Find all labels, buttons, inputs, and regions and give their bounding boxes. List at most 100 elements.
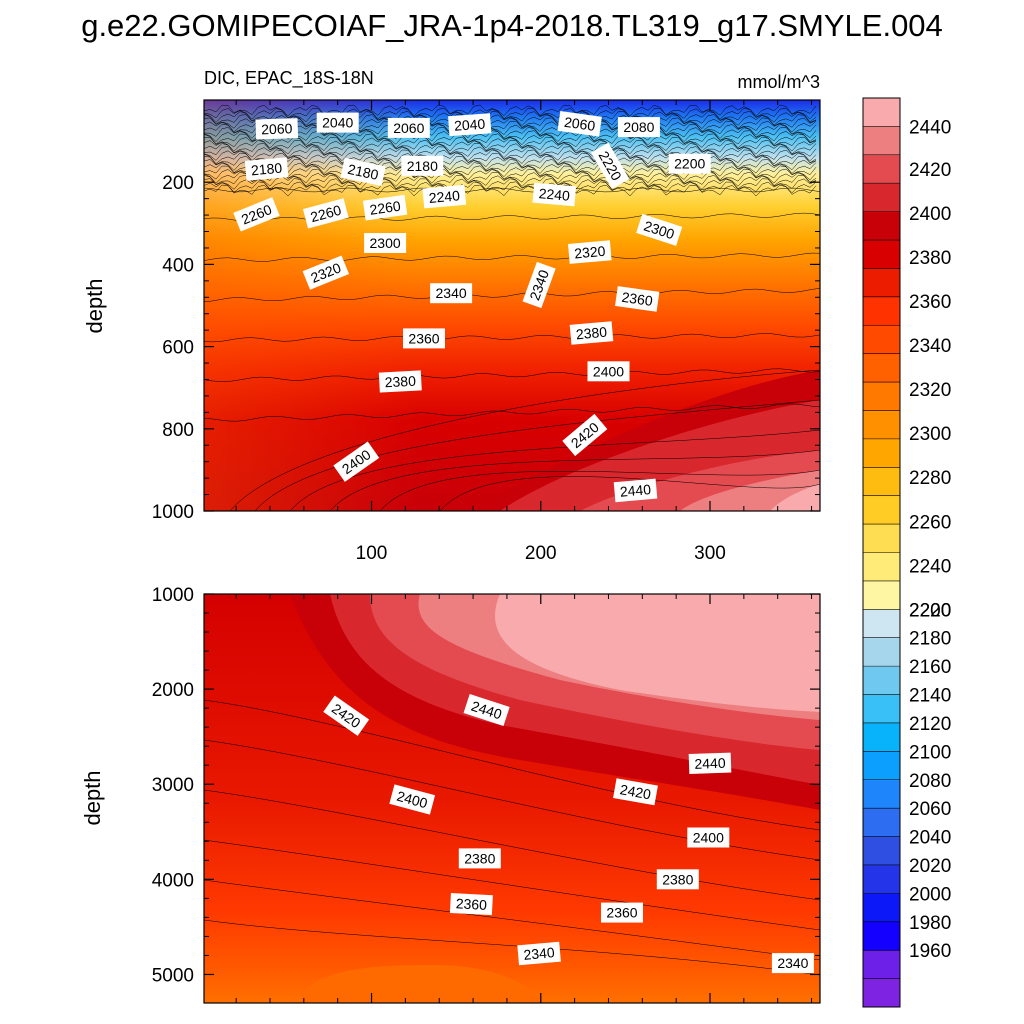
colorbar-swatch bbox=[863, 410, 900, 440]
x-tick-label: 300 bbox=[694, 543, 726, 564]
y-tick-label: 200 bbox=[162, 173, 194, 194]
svg-text:2060: 2060 bbox=[393, 120, 424, 136]
contour-label: 2440 bbox=[613, 478, 658, 503]
colorbar-swatch bbox=[863, 893, 900, 923]
colorbar-swatch bbox=[863, 666, 900, 696]
contour-label: 2400 bbox=[389, 784, 436, 815]
svg-text:2440: 2440 bbox=[694, 755, 726, 772]
contour-label: 2360 bbox=[403, 328, 445, 349]
colorbar-swatch bbox=[863, 325, 900, 355]
colorbar-swatch bbox=[863, 637, 900, 667]
y-tick-label: 600 bbox=[162, 338, 194, 359]
colorbar-label: 2060 bbox=[909, 799, 951, 820]
y-tick-label: 2000 bbox=[152, 680, 194, 701]
colorbar-label: 2020 bbox=[909, 856, 951, 877]
colorbar-swatch bbox=[863, 438, 900, 468]
colorbar-swatch bbox=[863, 609, 900, 639]
contour-label: 2260 bbox=[362, 194, 408, 221]
svg-text:2180: 2180 bbox=[250, 160, 283, 179]
y-tick-label: 1000 bbox=[152, 585, 194, 606]
colorbar-swatch bbox=[863, 552, 900, 582]
colorbar-swatch bbox=[863, 154, 900, 184]
contour-label: 2220 bbox=[591, 142, 630, 189]
svg-text:2400: 2400 bbox=[395, 788, 429, 812]
colorbar-swatch bbox=[863, 978, 900, 1008]
upper-ticks: 200 400 600 800 1000 100 200 300 bbox=[152, 100, 820, 564]
svg-text:2360: 2360 bbox=[606, 905, 637, 921]
y-tick-label: 1000 bbox=[152, 502, 194, 523]
colorbar-label: 2380 bbox=[909, 248, 951, 269]
colorbar-swatch bbox=[863, 950, 900, 980]
svg-text:2060: 2060 bbox=[261, 120, 293, 137]
colorbar-swatch bbox=[863, 580, 900, 610]
upper-contour-labels: 2060 2040 2060 2040 2060 2080 2180 2180 2180 2220… bbox=[233, 110, 711, 503]
y-tick-label: 800 bbox=[162, 420, 194, 441]
contour-label: 2320 bbox=[302, 255, 350, 290]
y-tick-label: 3000 bbox=[152, 775, 194, 796]
svg-text:2240: 2240 bbox=[428, 187, 461, 206]
contour-label: 2380 bbox=[656, 869, 699, 890]
contour-label: 2340 bbox=[517, 941, 561, 966]
svg-text:2340: 2340 bbox=[436, 285, 467, 301]
lower-panel-frame bbox=[203, 593, 821, 1004]
colorbar-label: 2120 bbox=[909, 714, 951, 735]
units-label: mmol/m^3 bbox=[738, 72, 820, 92]
contour-label: 2060 bbox=[557, 110, 602, 137]
colorbar-swatch bbox=[863, 864, 900, 894]
colorbar-swatch bbox=[863, 296, 900, 326]
colorbar-label: 2200 bbox=[909, 600, 951, 621]
svg-text:2340: 2340 bbox=[523, 944, 556, 963]
svg-text:2380: 2380 bbox=[662, 871, 693, 887]
colorbar-swatch bbox=[863, 183, 900, 213]
contour-label: 2400 bbox=[687, 827, 730, 848]
contour-label: 2300 bbox=[364, 233, 407, 253]
upper-panel-field bbox=[204, 100, 820, 511]
svg-text:2240: 2240 bbox=[538, 185, 571, 204]
x-tick-label: 100 bbox=[356, 543, 388, 564]
lower-ylabel: depth bbox=[80, 770, 105, 825]
svg-text:2200: 2200 bbox=[674, 156, 705, 172]
svg-text:2300: 2300 bbox=[370, 235, 401, 251]
upper-panel-frame bbox=[203, 99, 821, 512]
contour-label: 2380 bbox=[569, 321, 614, 345]
colorbar-label: 2280 bbox=[909, 468, 951, 489]
svg-text:2040: 2040 bbox=[322, 115, 353, 131]
colorbar-label: 2100 bbox=[909, 742, 951, 763]
colorbar-label: 1980 bbox=[909, 913, 951, 934]
svg-text:2440: 2440 bbox=[619, 481, 652, 500]
contour-label: 2440 bbox=[688, 752, 732, 775]
colorbar-swatch bbox=[863, 211, 900, 241]
colorbar-label: 2260 bbox=[909, 512, 951, 533]
contour-label: 2440 bbox=[463, 694, 510, 726]
colorbar-swatch bbox=[863, 353, 900, 383]
colorbar-swatch bbox=[863, 240, 900, 269]
colorbar-swatch bbox=[863, 694, 900, 724]
colorbar-label: 2420 bbox=[909, 160, 951, 181]
colorbar-swatch bbox=[863, 98, 900, 127]
contour-label: 2240 bbox=[532, 182, 577, 207]
colorbar-swatch bbox=[863, 268, 900, 298]
contour-label: 2240 bbox=[422, 184, 467, 209]
svg-text:2260: 2260 bbox=[369, 198, 402, 218]
contour-label: 2260 bbox=[302, 198, 349, 229]
colorbar-label: 2340 bbox=[909, 336, 951, 357]
svg-text:2180: 2180 bbox=[407, 158, 438, 174]
contour-label: 2340 bbox=[430, 283, 473, 304]
y-tick-label: 5000 bbox=[152, 965, 194, 986]
colorbar-swatch bbox=[863, 779, 900, 809]
colorbar-label: 2180 bbox=[909, 629, 951, 650]
svg-text:2180: 2180 bbox=[346, 161, 380, 183]
colorbar-label: 2300 bbox=[909, 424, 951, 445]
colorbar-swatch bbox=[863, 808, 900, 838]
colorbar-label: 2160 bbox=[909, 657, 951, 678]
contour-label: 2340 bbox=[771, 953, 814, 974]
main-title: g.e22.GOMIPECOIAF_JRA-1p4-2018.TL319_g17… bbox=[81, 8, 943, 43]
colorbar-label: 2400 bbox=[909, 204, 951, 225]
contour-label: 2380 bbox=[378, 370, 422, 393]
colorbar-swatch bbox=[863, 921, 900, 951]
contour-label: 2300 bbox=[636, 213, 683, 246]
colorbar-label: 2080 bbox=[909, 771, 951, 792]
colorbar-swatch bbox=[863, 751, 900, 781]
